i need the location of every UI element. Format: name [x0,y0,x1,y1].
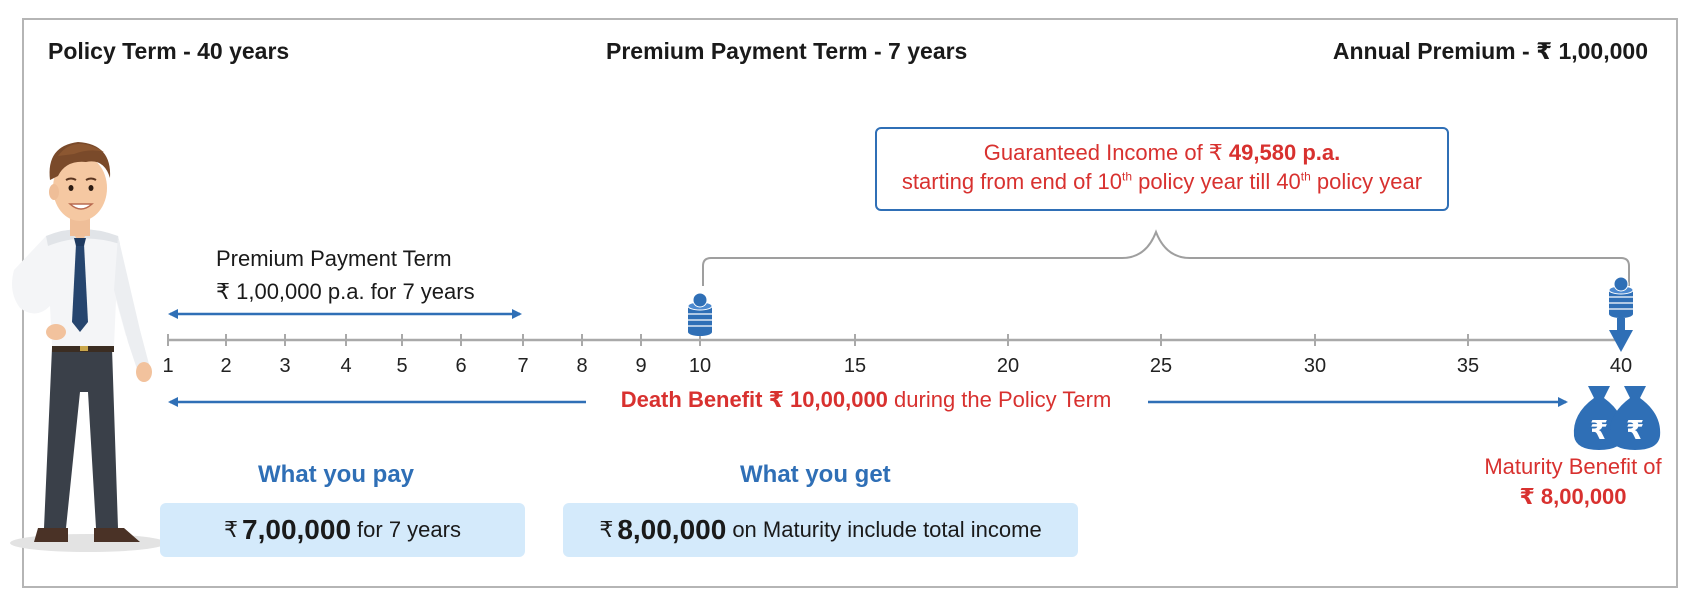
timeline-tick-label: 40 [1610,355,1632,377]
death-benefit-suffix: during the Policy Term [887,387,1112,412]
get-amount: 8,00,000 [617,514,727,545]
timeline-tick-label: 30 [1304,355,1326,377]
timeline-tick-label: 5 [396,355,407,377]
svg-text:₹: ₹ [1590,416,1608,446]
annual-premium-heading: Annual Premium - ₹ 1,00,000 [1332,38,1648,64]
maturity-down-arrow-icon [1609,318,1633,352]
timeline-tick-label: 7 [517,355,528,377]
timeline-tick-label: 6 [455,355,466,377]
income-amount: 49,580 p.a. [1228,140,1341,165]
timeline-tick-label: 2 [220,355,231,377]
timeline-tick-label: 25 [1150,355,1172,377]
income-prefix: Guaranteed Income of ₹ [983,140,1223,165]
guaranteed-income-box: Guaranteed Income of ₹ 49,580 p.a. start… [875,127,1449,211]
premium-payment-term-heading: Premium Payment Term - 7 years [606,38,968,64]
policy-term-heading: Policy Term - 40 years [48,38,290,64]
svg-text:₹: ₹ [1626,416,1644,446]
maturity-benefit-label: Maturity Benefit of ₹ 8,00,000 [1466,452,1680,512]
what-you-pay-box: ₹ 7,00,000 for 7 years [160,503,525,557]
what-you-pay-title: What you pay [258,461,415,488]
death-benefit-title: Death Benefit [620,387,763,412]
premium-payment-term-label: Premium Payment Term ₹ 1,00,000 p.a. for… [216,242,475,308]
death-benefit-label: Death Benefit ₹ 10,00,000 during the Pol… [586,387,1146,413]
income-period-text: starting from end of 10th policy year ti… [901,169,1423,194]
timeline-ticks: 1 2 3 4 5 6 7 8 9 10 15 20 25 30 35 40 [162,334,1632,377]
get-suffix: on Maturity include total income [732,517,1042,542]
income-period-brace [702,229,1630,286]
what-you-get-box: ₹ 8,00,000 on Maturity include total inc… [563,503,1078,557]
pay-suffix: for 7 years [357,517,461,542]
maturity-benefit-amount: ₹ 8,00,000 [1519,484,1627,509]
maturity-benefit-title: Maturity Benefit of [1484,454,1662,479]
coin-stack-icon [687,292,713,336]
diagram-frame [22,18,1678,588]
get-currency: ₹ [599,517,614,542]
timeline-tick-label: 15 [844,355,866,377]
timeline-tick-label: 8 [576,355,587,377]
businessman-illustration [10,142,166,552]
timeline-tick-label: 10 [689,355,711,377]
timeline-tick-label: 1 [162,355,173,377]
timeline-tick-label: 3 [279,355,290,377]
coin-stack-icon [1608,276,1634,318]
what-you-get-title: What you get [740,461,891,488]
timeline-tick-label: 35 [1457,355,1479,377]
timeline-tick-label: 4 [340,355,351,377]
money-bag-icon: ₹ [1609,386,1661,450]
death-benefit-amount: ₹ 10,00,000 [768,387,888,412]
ppt-title: Premium Payment Term [216,246,452,271]
timeline-tick-label: 9 [635,355,646,377]
ppt-amount: ₹ 1,00,000 p.a. for 7 years [216,279,475,304]
pay-amount: 7,00,000 [242,514,352,545]
timeline-tick-label: 20 [997,355,1019,377]
pay-currency: ₹ [224,517,239,542]
